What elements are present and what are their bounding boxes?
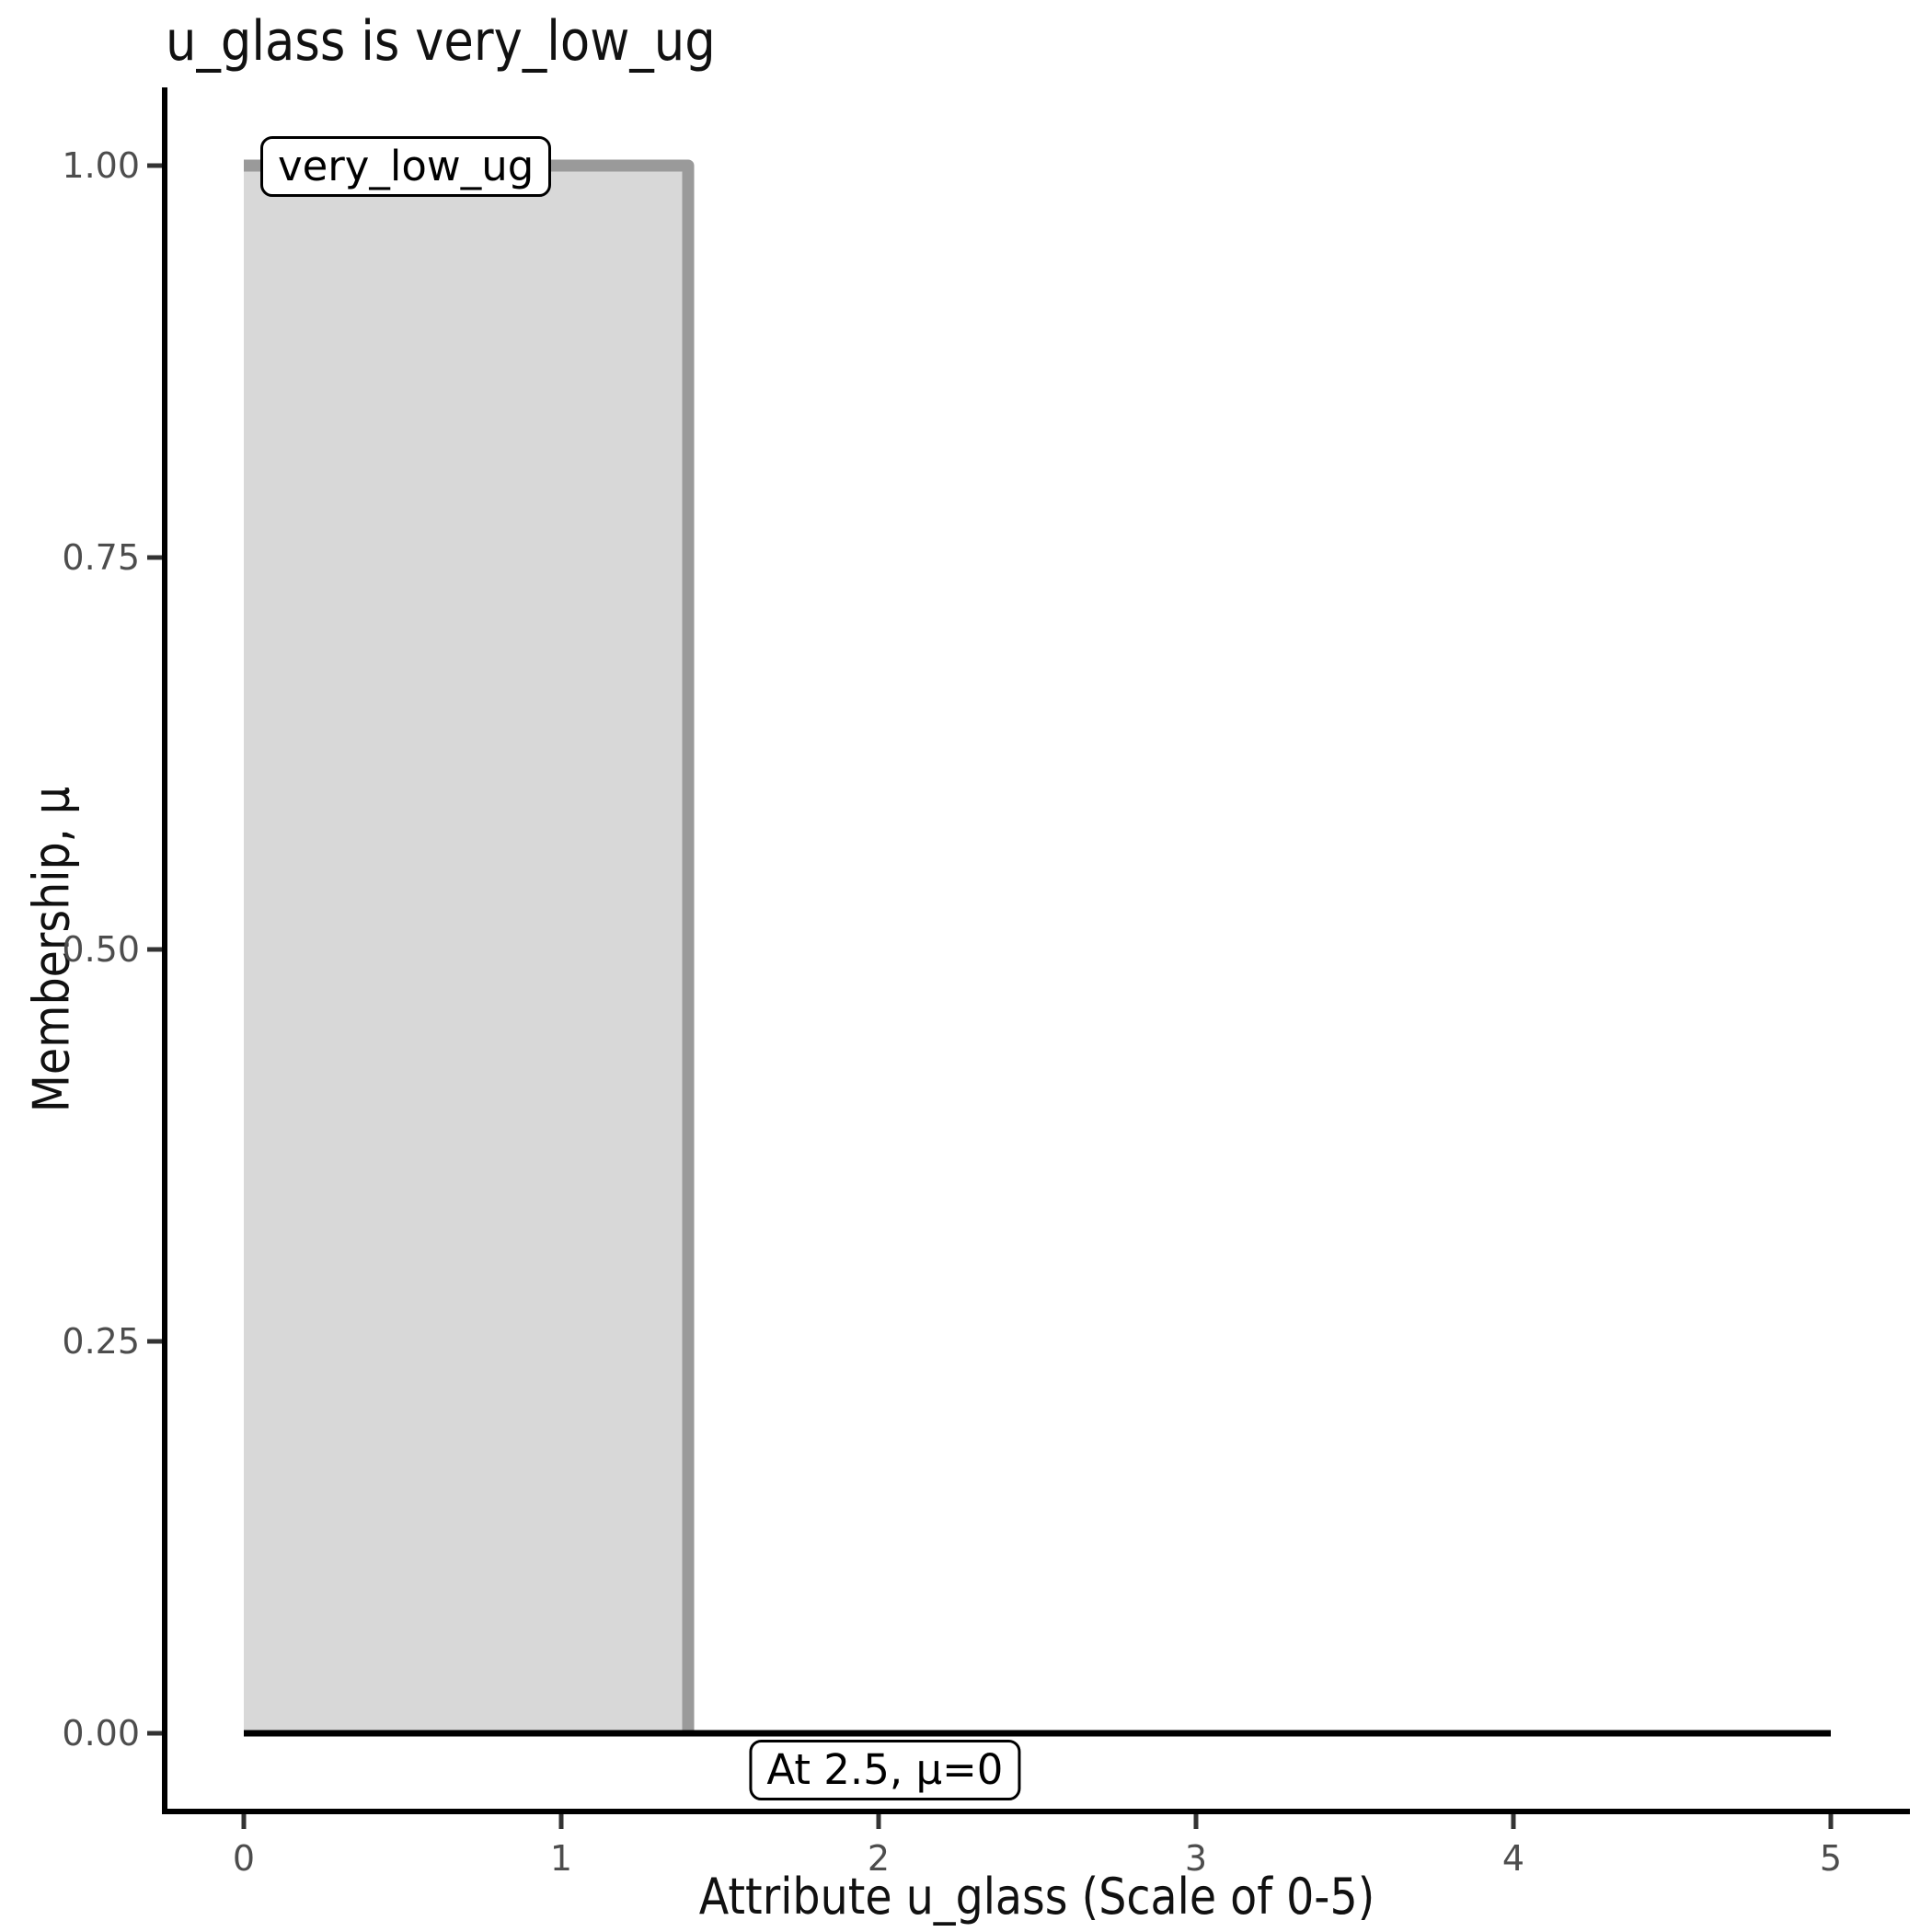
x-tick-label: 4: [1501, 1838, 1525, 1879]
chart-title: u_glass is very_low_ug: [166, 9, 716, 74]
x-tick-label: 0: [232, 1838, 256, 1879]
x-tick-label: 2: [867, 1838, 891, 1879]
y-tick-label: 0.75: [62, 537, 140, 578]
x-tick-label: 3: [1184, 1838, 1208, 1879]
y-tick-label: 0.50: [62, 929, 140, 970]
x-tick-label: 1: [549, 1838, 573, 1879]
annotation-very-low-ug: very_low_ug: [259, 136, 552, 197]
y-tick-label: 1.00: [62, 145, 140, 186]
y-tick-label: 0.25: [62, 1321, 140, 1362]
x-axis-title: Attribute u_glass (Scale of 0-5): [698, 1868, 1375, 1926]
x-tick-label: 5: [1819, 1838, 1843, 1879]
annotation-at-value: At 2.5, μ=0: [749, 1740, 1021, 1801]
y-tick-label: 0.00: [62, 1713, 140, 1754]
membership-fill: [244, 166, 688, 1733]
